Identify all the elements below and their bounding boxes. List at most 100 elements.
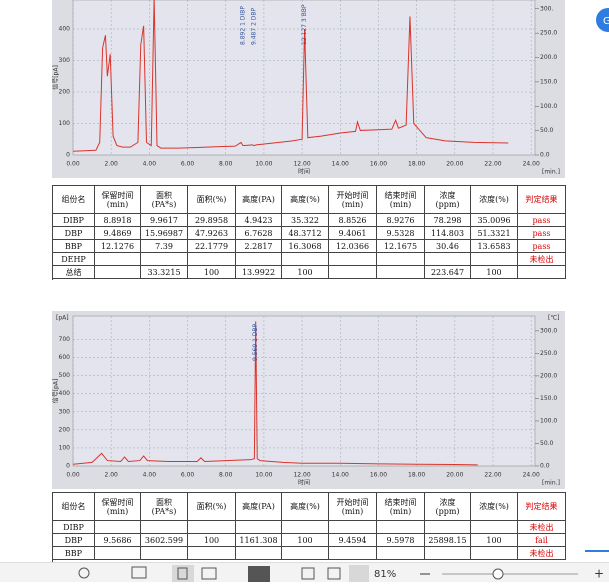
table-cell: 9.5978 [377, 534, 425, 547]
table-cell: 开始时间 (min) [329, 493, 377, 521]
table-cell: 结束时间 (min) [377, 186, 425, 214]
x-tick-label: 6.00 [181, 161, 195, 168]
table-cell: 判定结果 [518, 186, 566, 214]
table-cell: 结束时间 (min) [377, 493, 425, 521]
table-cell: 高度(PA) [236, 493, 282, 521]
single-page[interactable] [177, 567, 188, 580]
table-cell [425, 253, 471, 266]
table-cell [95, 266, 141, 279]
zoom-thumb[interactable] [492, 568, 504, 580]
x-tick-label: 20.00 [446, 472, 463, 479]
y2-tick-label: 0.0 [540, 152, 550, 159]
table-cell: 35.0096 [471, 214, 518, 227]
table-cell: 29.8958 [188, 214, 236, 227]
table-cell [518, 266, 566, 279]
settings-icon[interactable] [78, 567, 90, 579]
table-cell: 48.3712 [282, 227, 329, 240]
table-cell: 9.9617 [141, 214, 188, 227]
result-table: 组份名 保留时间 (min) 面积 (PA*s) 面积(%) 高度(PA) 高度(%) 开始… [52, 185, 566, 280]
plot-area [72, 0, 536, 156]
x-tick-label: 12.00 [293, 472, 310, 479]
x-tick-label: 4.00 [143, 161, 157, 168]
y-axis-label: 信号[pA] [52, 379, 60, 404]
x-unit: [min.] [542, 480, 560, 487]
table-cell: DBP [53, 534, 95, 547]
play-icon[interactable] [248, 566, 270, 582]
y-tick-label: 600 [59, 354, 71, 361]
side-button[interactable]: G [594, 6, 609, 34]
zoom-in[interactable]: + [594, 567, 604, 581]
peak-label: 12.127 3 BBP [301, 4, 308, 45]
table-cell [188, 253, 236, 266]
x-tick-label: 8.00 [219, 472, 233, 479]
table-cell: 16.3068 [282, 240, 329, 253]
table-cell: 100 [471, 534, 518, 547]
table-cell [141, 547, 188, 560]
toolbar: 81% + [0, 562, 609, 582]
table-cell [95, 253, 141, 266]
table-cell [141, 253, 188, 266]
icon[interactable] [349, 565, 369, 582]
y-tick-label: 700 [59, 336, 71, 343]
table-cell: 1161.308 [236, 534, 282, 547]
table-cell [141, 521, 188, 534]
table-cell [425, 521, 471, 534]
trace [73, 321, 478, 466]
table-cell [188, 521, 236, 534]
table-cell [188, 547, 236, 560]
table-cell [425, 547, 471, 560]
x-tick-label: 16.00 [370, 161, 387, 168]
table-cell: 总结 [53, 266, 95, 279]
table-cell: 面积 (PA*s) [141, 493, 188, 521]
table-cell: 12.1675 [377, 240, 425, 253]
table-cell [471, 521, 518, 534]
table-cell [377, 547, 425, 560]
y2-tick-label: 300. [540, 5, 553, 12]
table-cell: 浓度(%) [471, 493, 518, 521]
y2-tick-label: 100.0 [540, 103, 557, 110]
x-tick-label: 2.00 [105, 472, 119, 479]
table-cell: 浓度(%) [471, 186, 518, 214]
table-cell: 面积(%) [188, 493, 236, 521]
table-cell [329, 266, 377, 279]
table-cell: 33.3215 [141, 266, 188, 279]
double-page[interactable] [201, 567, 217, 580]
table-cell: 保留时间 (min) [95, 493, 141, 521]
x-tick-label: 22.00 [484, 161, 501, 168]
table-cell: 114.803 [425, 227, 471, 240]
table-cell: 6.7628 [236, 227, 282, 240]
table-cell: 高度(%) [282, 493, 329, 521]
y2-tick-label: 150.0 [540, 395, 557, 402]
icon[interactable] [327, 567, 341, 580]
y2-tick-label: 300.0 [540, 327, 557, 334]
table-cell: 9.5328 [377, 227, 425, 240]
y2-tick-label: 150.0 [540, 78, 557, 85]
table-cell: 100 [471, 266, 518, 279]
icon[interactable] [301, 567, 315, 580]
table-cell: 25898.15 [425, 534, 471, 547]
table-cell [377, 266, 425, 279]
x-tick-label: 0.00 [66, 472, 80, 479]
table-cell: 51.3321 [471, 227, 518, 240]
table-cell [282, 547, 329, 560]
table-cell: pass [518, 214, 566, 227]
x-tick-label: 10.00 [255, 472, 272, 479]
y-tick-label: 500 [59, 372, 71, 379]
table-cell [471, 547, 518, 560]
table-cell: pass [518, 227, 566, 240]
accent-line [585, 550, 609, 552]
table-cell: pass [518, 240, 566, 253]
y-tick-label: 100 [59, 120, 71, 127]
y2-tick-label: 250.0 [540, 30, 557, 37]
table-cell: DIBP [53, 214, 95, 227]
table-cell: 12.0366 [329, 240, 377, 253]
peak-label: 9.569 1 DBP [252, 323, 259, 361]
table-cell [236, 521, 282, 534]
table-cell: 100 [282, 266, 329, 279]
y-tick-label: 400 [59, 25, 71, 32]
zoom-value[interactable]: 81% [374, 569, 396, 580]
y2-tick-label: 200.0 [540, 372, 557, 379]
table-cell: 30.46 [425, 240, 471, 253]
x-tick-label: 4.00 [143, 472, 157, 479]
fit-icon[interactable] [131, 566, 147, 579]
